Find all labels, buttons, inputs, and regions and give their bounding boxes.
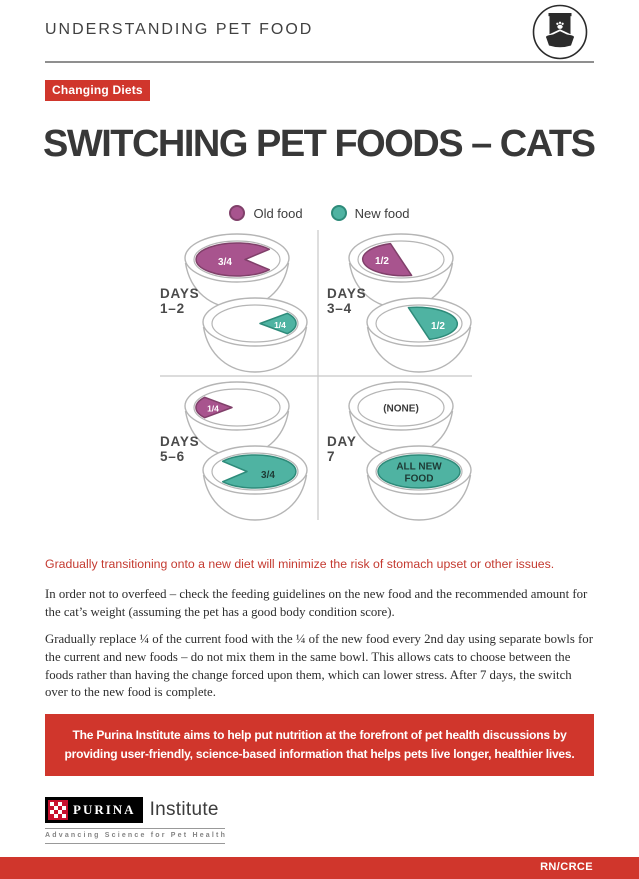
- institute-wordmark: Institute: [149, 799, 219, 820]
- food-portion: [377, 454, 461, 489]
- food-portion: [259, 312, 297, 335]
- day-label: 5–6: [160, 449, 185, 464]
- portion-label: 1/2: [431, 321, 445, 332]
- portion-label: 1/4: [274, 320, 286, 330]
- bowl: 3/4: [184, 233, 290, 309]
- topic-badge: Changing Diets: [45, 80, 150, 101]
- food-portion: [361, 242, 413, 277]
- portion-label: 1/2: [375, 256, 389, 267]
- footer-tagline: Advancing Science for Pet Health: [45, 832, 228, 839]
- bowl: (NONE): [348, 381, 454, 457]
- food-portion: [221, 454, 297, 489]
- old-food-swatch: [229, 205, 246, 221]
- food-transition-diagram: 3/4 1/4 DAYS 1–2 1/2 1/2 DAYS 3–4 1/4 3/4 DAYS 5–6(…: [152, 226, 487, 533]
- day-label: DAY: [327, 434, 357, 449]
- header-divider: [45, 61, 594, 63]
- day-label: DAYS: [160, 434, 199, 449]
- day-label: 1–2: [160, 301, 185, 316]
- legend-item-old-food: Old food: [229, 205, 303, 221]
- portion-label: ALL NEW: [396, 462, 442, 473]
- bowl: 1/2: [348, 233, 454, 309]
- legend-label: Old food: [253, 205, 303, 221]
- food-portion: [195, 396, 233, 419]
- legend-item-new-food: New food: [330, 205, 410, 221]
- day-label: DAYS: [327, 286, 366, 301]
- bowl: 3/4: [202, 445, 308, 521]
- portion-label: 3/4: [261, 470, 275, 481]
- food-portion: [195, 242, 271, 277]
- legend-label: New food: [354, 205, 410, 221]
- bowl: 1/4: [202, 297, 308, 373]
- document-header-title: UNDERSTANDING PET FOOD: [45, 21, 314, 38]
- document-code-bar: RN/CRCE: [0, 857, 639, 879]
- bowl: 1/2: [366, 297, 472, 373]
- tagline-rule-box: Advancing Science for Pet Health: [45, 828, 225, 844]
- paragraph: In order not to overfeed – check the fee…: [45, 587, 588, 619]
- purina-checkerboard-icon: [48, 800, 68, 820]
- portion-label: 3/4: [218, 257, 232, 268]
- purina-institute-callout: The Purina Institute aims to help put nu…: [45, 714, 594, 777]
- day-label: 3–4: [327, 301, 352, 316]
- page-title: SWITCHING PET FOODS – CATS: [43, 123, 596, 165]
- legend: Old food New food: [0, 205, 639, 221]
- pet-food-bag-bowl-icon: [531, 3, 589, 61]
- footer-logo: PURINA Institute Advancing Science for P…: [45, 797, 225, 844]
- key-message: Gradually transitioning onto a new diet …: [45, 557, 555, 571]
- paragraph: Gradually replace ¼ of the current food …: [45, 632, 593, 700]
- new-food-swatch: [330, 205, 347, 221]
- day-label: DAYS: [160, 286, 199, 301]
- day-label: 7: [327, 449, 335, 464]
- purina-wordmark: PURINA: [73, 802, 136, 817]
- purina-institute-logo: PURINA Institute: [45, 797, 225, 823]
- portion-label: (NONE): [383, 404, 419, 415]
- portion-label: 1/4: [207, 404, 219, 414]
- food-portion: [407, 306, 459, 341]
- purina-wordmark-block: PURINA: [45, 797, 143, 823]
- bowl: 1/4: [184, 381, 290, 457]
- portion-label: FOOD: [405, 474, 434, 485]
